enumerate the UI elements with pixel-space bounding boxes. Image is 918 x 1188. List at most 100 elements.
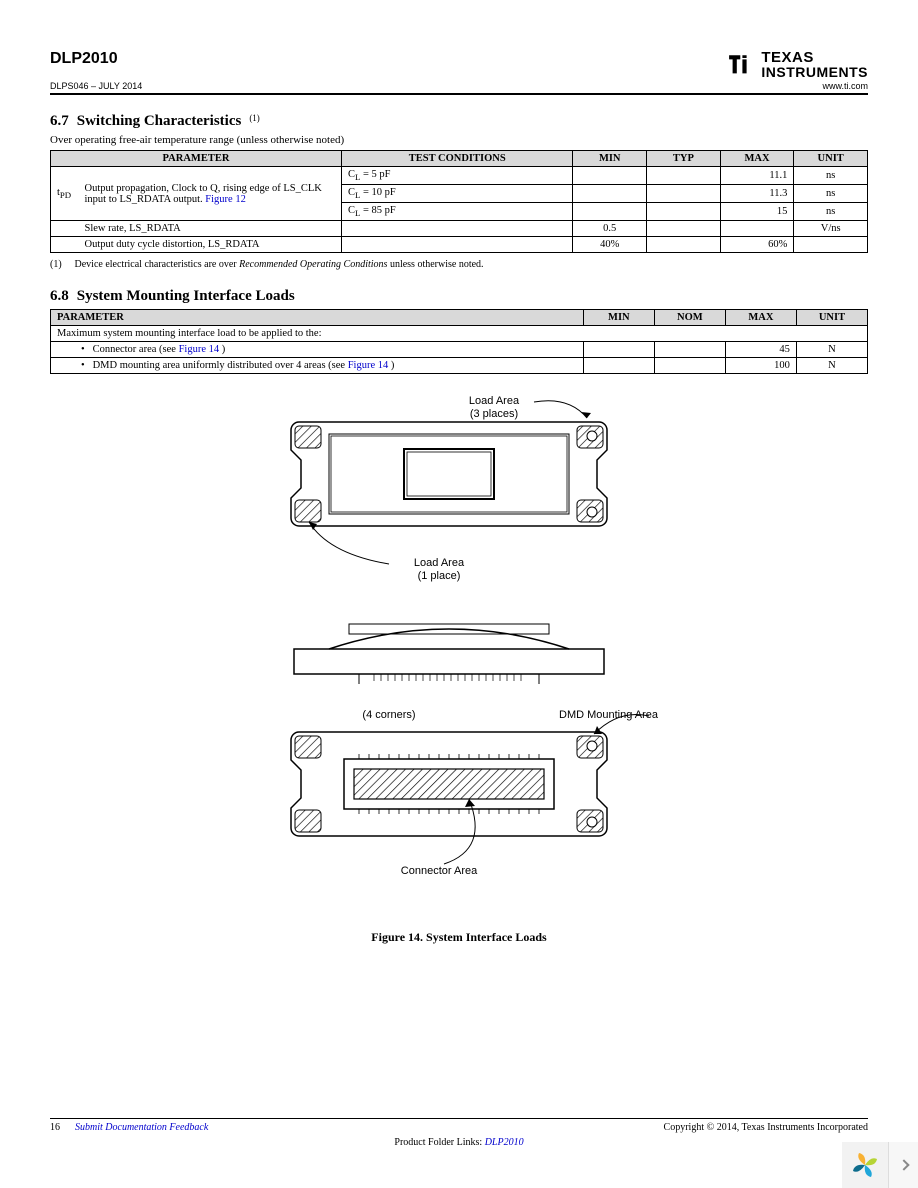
t67-r0-condpre: C — [348, 169, 355, 180]
t67-r2-max: 15 — [720, 203, 794, 221]
t68-r1-link[interactable]: Figure 14 — [348, 360, 389, 371]
th-parameter: PARAMETER — [51, 151, 342, 167]
t68-r1-unit: N — [796, 358, 867, 374]
t68-r0-pre: Connector area (see — [93, 344, 179, 355]
t67-r2-condpre: C — [348, 205, 355, 216]
th-min: MIN — [573, 151, 647, 167]
table-6-8: PARAMETER MIN NOM MAX UNIT Maximum syste… — [50, 309, 868, 374]
t68-r0-max: 45 — [725, 342, 796, 358]
t67-r1-condpre: C — [348, 187, 355, 198]
t67-r1-min — [573, 185, 647, 203]
t67-duty-unit — [794, 237, 868, 253]
th-typ: TYP — [647, 151, 721, 167]
t67-slew-typ — [647, 221, 721, 237]
t68-r0-link[interactable]: Figure 14 — [179, 344, 220, 355]
section-6-8-heading: 6.8 System Mounting Interface Loads — [50, 288, 868, 305]
t67-duty-typ — [647, 237, 721, 253]
th-max: MAX — [720, 151, 794, 167]
th-min68: MIN — [583, 310, 654, 326]
t67-slew-max — [720, 221, 794, 237]
table-6-7-header-row: PARAMETER TEST CONDITIONS MIN TYP MAX UN… — [51, 151, 868, 167]
th-param68: PARAMETER — [51, 310, 584, 326]
figure-14-svg: Load Area (3 places) — [249, 384, 669, 924]
t68-r1-bullet: • — [81, 360, 85, 371]
part-number: DLP2010 — [50, 50, 118, 68]
table-6-7: PARAMETER TEST CONDITIONS MIN TYP MAX UN… — [50, 150, 868, 253]
t68-r1-post: ) — [391, 360, 395, 371]
table-6-7-row: Slew rate, LS_RDATA 0.5 V/ns — [51, 221, 868, 237]
section-6-7-subtitle: Over operating free-air temperature rang… — [50, 134, 868, 146]
t67-duty-max: 60% — [720, 237, 794, 253]
t67-slew-min: 0.5 — [573, 221, 647, 237]
table-6-8-header-row: PARAMETER MIN NOM MAX UNIT — [51, 310, 868, 326]
t67-r1-unit: ns — [794, 185, 868, 203]
figure-14: Load Area (3 places) — [50, 384, 868, 945]
product-link[interactable]: DLP2010 — [485, 1137, 524, 1148]
folder-links-label: Product Folder Links: — [394, 1137, 484, 1148]
t67-r0-max: 11.1 — [720, 167, 794, 185]
t68-r0-nom — [654, 342, 725, 358]
widget-logo-icon[interactable] — [842, 1142, 888, 1188]
t67-param-sub: PD — [60, 190, 71, 200]
table-6-7-row: tPD Output propagation, Clock to Q, risi… — [51, 167, 868, 185]
fig-label-load-bot1: Load Area — [414, 557, 465, 569]
t67-duty-label: Output duty cycle distortion, LS_RDATA — [78, 237, 341, 253]
header-url[interactable]: www.ti.com — [822, 81, 868, 91]
fig-label-load-bot2: (1 place) — [418, 570, 461, 582]
t68-r0-unit: N — [796, 342, 867, 358]
t67-param-link[interactable]: Figure 12 — [205, 194, 246, 205]
t67-slew-unit: V/ns — [794, 221, 868, 237]
chevron-right-icon — [898, 1159, 909, 1170]
ti-text-line1: TEXAS — [761, 50, 868, 65]
table-6-7-row: Output duty cycle distortion, LS_RDATA 4… — [51, 237, 868, 253]
widget-expand-button[interactable] — [888, 1142, 918, 1188]
ti-logo: TEXAS INSTRUMENTS — [727, 50, 868, 79]
t67-r0-min — [573, 167, 647, 185]
th-testcond: TEST CONDITIONS — [341, 151, 572, 167]
t68-group: Maximum system mounting interface load t… — [51, 326, 868, 342]
footnote-1: (1) Device electrical characteristics ar… — [50, 259, 868, 270]
t68-r0-post: ) — [222, 344, 226, 355]
fig-label-load-top2: (3 places) — [470, 408, 518, 420]
t67-r1-typ — [647, 185, 721, 203]
ti-text-line2: INSTRUMENTS — [761, 65, 868, 79]
t67-slew-label: Slew rate, LS_RDATA — [78, 221, 341, 237]
table-6-8-row: • DMD mounting area uniformly distribute… — [51, 358, 868, 374]
th-max68: MAX — [725, 310, 796, 326]
footnote-1-marker: (1) — [50, 259, 72, 270]
doc-id: DLPS046 – JULY 2014 — [50, 81, 142, 91]
t68-r1-pre: DMD mounting area uniformly distributed … — [93, 360, 348, 371]
t67-r2-condpost: = 85 pF — [360, 205, 395, 216]
table-6-8-row: • Connector area (see Figure 14 ) 45 N — [51, 342, 868, 358]
bottom-widget[interactable] — [842, 1142, 918, 1188]
footnote-1-post: unless otherwise noted. — [387, 259, 483, 270]
t67-r2-min — [573, 203, 647, 221]
th-nom68: NOM — [654, 310, 725, 326]
fig-label-connector: Connector Area — [401, 865, 478, 877]
section-6-7-number: 6.7 — [50, 113, 69, 130]
footnote-1-italic: Recommended Operating Conditions — [239, 259, 387, 270]
section-6-7-supref: (1) — [249, 113, 260, 123]
t68-r1-min — [583, 358, 654, 374]
submit-feedback-link[interactable]: Submit Documentation Feedback — [75, 1122, 208, 1133]
t67-r1-max: 11.3 — [720, 185, 794, 203]
t68-r1-nom — [654, 358, 725, 374]
th-unit68: UNIT — [796, 310, 867, 326]
section-6-7-heading: 6.7 Switching Characteristics (1) — [50, 113, 868, 130]
t68-r0-bullet: • — [81, 344, 85, 355]
t67-r0-condpost: = 5 pF — [360, 169, 390, 180]
t68-r0-min — [583, 342, 654, 358]
section-6-8-number: 6.8 — [50, 288, 69, 305]
section-6-7-title: Switching Characteristics — [77, 113, 242, 130]
t67-r0-unit: ns — [794, 167, 868, 185]
th-unit: UNIT — [794, 151, 868, 167]
page-number: 16 — [50, 1122, 60, 1133]
t67-r2-unit: ns — [794, 203, 868, 221]
t68-r1-max: 100 — [725, 358, 796, 374]
copyright: Copyright © 2014, Texas Instruments Inco… — [664, 1122, 868, 1133]
figure-14-caption: Figure 14. System Interface Loads — [371, 930, 546, 945]
fig-label-mount-sub: (4 corners) — [362, 709, 415, 721]
fig-label-load-top1: Load Area — [469, 395, 520, 407]
t67-r0-typ — [647, 167, 721, 185]
page-footer: 16 Submit Documentation Feedback Copyrig… — [50, 1118, 868, 1148]
